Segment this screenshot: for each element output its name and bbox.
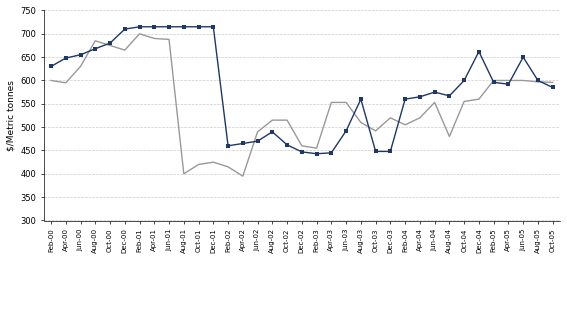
NBHK (225, 165, 231, 169)
NBHK (62, 81, 69, 85)
NBHK (180, 172, 187, 176)
NBHK (313, 146, 320, 150)
NBSK (166, 25, 172, 29)
NBHK (166, 37, 172, 41)
NBHK (549, 80, 556, 84)
NBSK (210, 25, 217, 29)
NBHK (372, 129, 379, 133)
NBHK (402, 123, 409, 127)
NBHK (535, 80, 541, 84)
NBSK (417, 95, 424, 99)
NBHK (357, 121, 364, 124)
NBSK (121, 27, 128, 31)
NBHK (417, 116, 424, 120)
Y-axis label: $/Metric tonnes: $/Metric tonnes (7, 80, 16, 151)
NBSK (77, 53, 84, 57)
NBHK (446, 135, 453, 138)
NBHK (136, 32, 143, 36)
NBHK (520, 78, 527, 82)
NBHK (107, 43, 113, 47)
NBHK (239, 174, 246, 178)
NBHK (210, 160, 217, 164)
NBSK (239, 141, 246, 145)
NBSK (357, 97, 364, 101)
NBHK (92, 39, 99, 43)
NBSK (446, 94, 453, 98)
NBHK (328, 100, 335, 104)
Line: NBHK: NBHK (51, 34, 553, 176)
NBSK (254, 139, 261, 143)
NBHK (151, 37, 158, 40)
NBHK (431, 100, 438, 104)
NBSK (62, 56, 69, 60)
NBHK (269, 118, 276, 122)
NBSK (549, 86, 556, 89)
NBSK (535, 78, 541, 82)
NBSK (431, 90, 438, 94)
NBSK (328, 151, 335, 155)
NBSK (92, 47, 99, 51)
NBHK (461, 100, 468, 103)
NBSK (476, 50, 483, 54)
NBSK (387, 150, 393, 153)
NBHK (387, 116, 393, 120)
NBHK (195, 163, 202, 166)
NBHK (342, 100, 349, 104)
NBSK (402, 97, 409, 101)
NBHK (490, 78, 497, 82)
NBHK (298, 144, 305, 148)
NBSK (461, 78, 468, 82)
NBSK (284, 143, 290, 147)
NBSK (180, 25, 187, 29)
NBHK (77, 65, 84, 68)
NBSK (342, 129, 349, 133)
NBSK (490, 80, 497, 84)
NBSK (225, 144, 231, 148)
NBSK (505, 82, 512, 86)
NBSK (313, 152, 320, 156)
NBHK (121, 48, 128, 52)
NBHK (48, 78, 54, 82)
NBSK (195, 25, 202, 29)
NBSK (372, 150, 379, 153)
NBSK (298, 150, 305, 154)
NBHK (284, 118, 290, 122)
NBSK (151, 25, 158, 29)
NBSK (520, 55, 527, 59)
NBSK (136, 25, 143, 29)
NBHK (254, 130, 261, 134)
Line: NBSK: NBSK (49, 25, 555, 156)
NBSK (48, 65, 54, 68)
NBHK (505, 78, 512, 82)
NBSK (107, 41, 113, 45)
NBSK (269, 130, 276, 134)
NBHK (476, 97, 483, 101)
